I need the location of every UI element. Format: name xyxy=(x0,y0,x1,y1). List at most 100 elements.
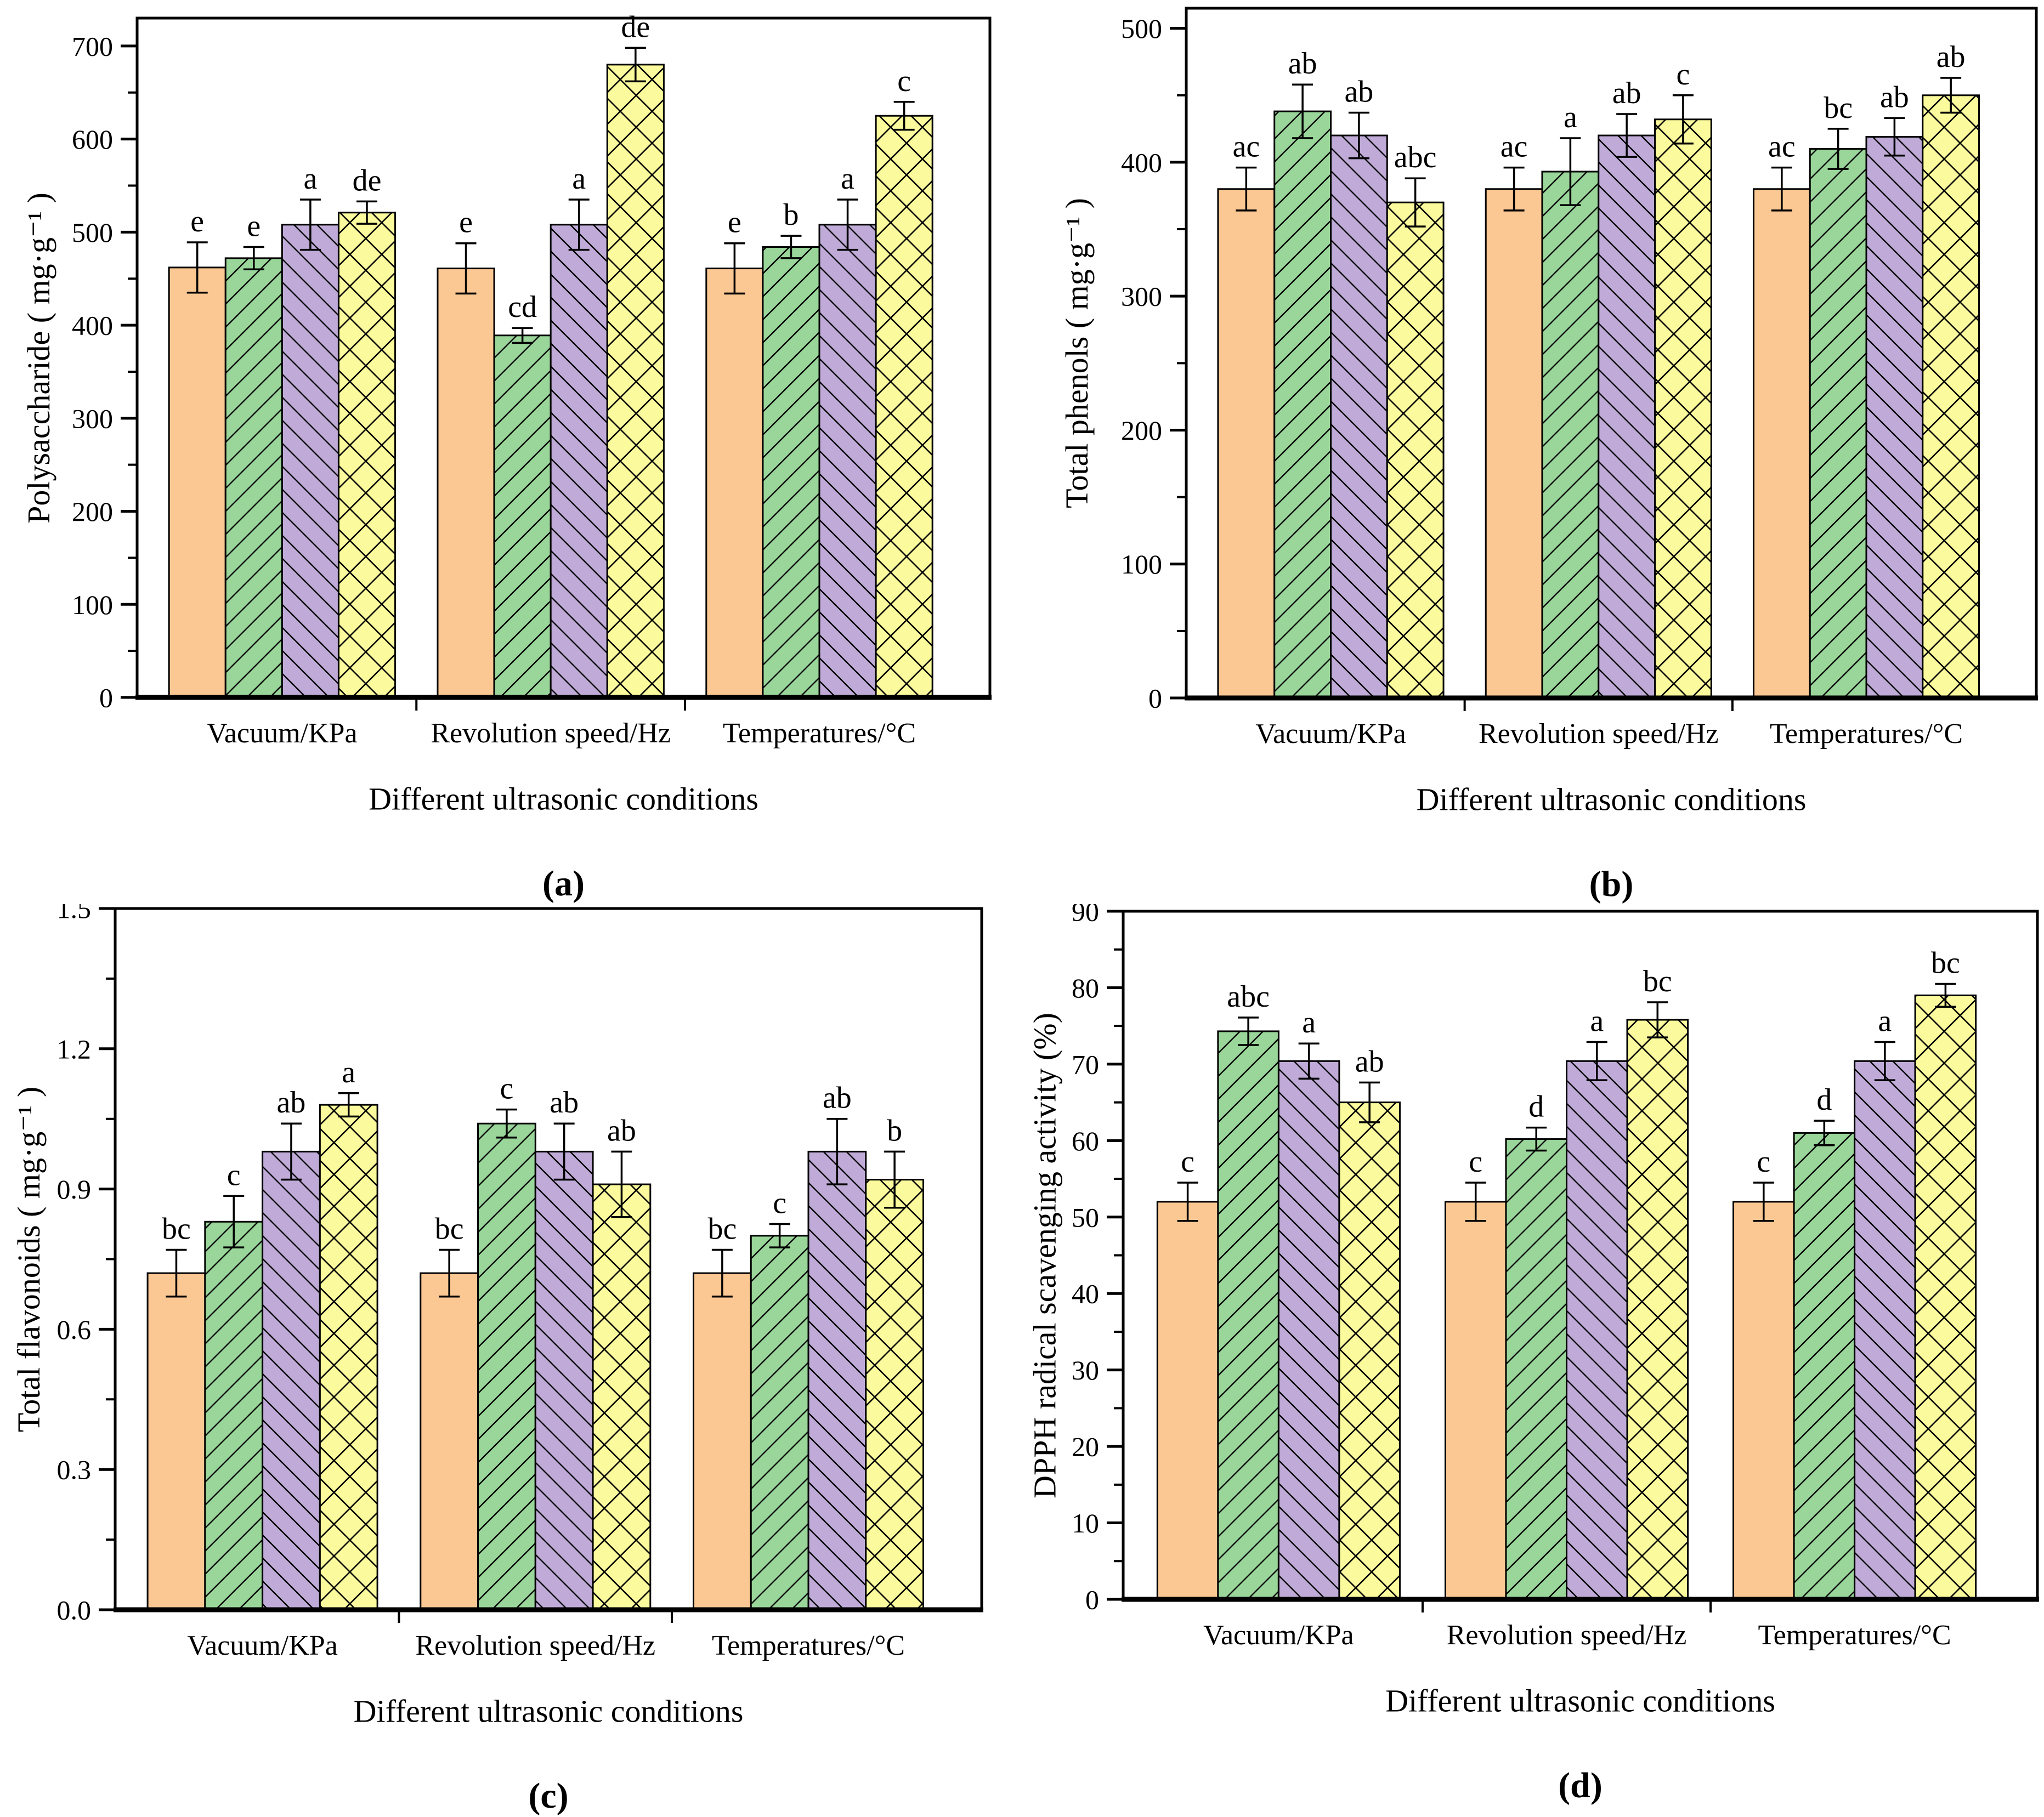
y-tick-label: 1.2 xyxy=(57,1034,92,1064)
significance-letter: bc xyxy=(1824,91,1853,125)
bar-hatch xyxy=(1566,1061,1628,1599)
bar-hatch xyxy=(225,258,282,697)
significance-letter: c xyxy=(1757,1145,1770,1179)
y-tick-label: 70 xyxy=(1072,1049,1099,1080)
bar-hatch xyxy=(494,335,551,697)
significance-letter: de xyxy=(621,10,650,44)
significance-letter: e xyxy=(728,206,741,240)
significance-letter: b xyxy=(887,1114,902,1148)
significance-letter: ac xyxy=(1501,130,1528,164)
bar-hatch xyxy=(1627,1020,1688,1599)
y-tick-label: 1.5 xyxy=(57,904,92,924)
significance-letter: ab xyxy=(1344,75,1373,109)
bar-hatch xyxy=(338,212,395,697)
y-tick-label: 100 xyxy=(1121,549,1162,580)
significance-letter: bc xyxy=(1931,946,1960,980)
significance-letter: ab xyxy=(1355,1044,1384,1078)
panel-d: c c c abc d d a a a ab bc bc 0 10 20 30 40 50 60 70 80 90 Vacu… xyxy=(1022,904,2044,1808)
x-category-label: Temperatures/°C xyxy=(723,718,916,749)
significance-letter: c xyxy=(1181,1145,1194,1179)
bar-hatch xyxy=(865,1179,924,1610)
y-tick-label: 400 xyxy=(1121,147,1162,178)
bar xyxy=(1157,1201,1218,1599)
significance-letter: a xyxy=(303,162,317,196)
bar-hatch xyxy=(1387,202,1444,698)
significance-letter: bc xyxy=(435,1212,464,1246)
y-tick-label: 20 xyxy=(1072,1432,1099,1462)
y-tick-label: 50 xyxy=(1072,1202,1099,1233)
panel-b: ac ac ac ab a bc ab ab ab abc c ab 0 100 200 300 400 500 V… xyxy=(1022,0,2044,904)
significance-letter: a xyxy=(1878,1004,1892,1038)
panel-d-y-axis-label: DPPH radical scavenging activity (%) xyxy=(1027,1012,1063,1498)
bar xyxy=(169,267,226,698)
bar-hatch xyxy=(1598,135,1655,699)
y-tick-label: 100 xyxy=(72,589,113,620)
significance-letter: a xyxy=(1590,1004,1604,1038)
y-tick-label: 500 xyxy=(72,217,113,248)
significance-letter: ab xyxy=(607,1114,636,1148)
significance-letter: bc xyxy=(1643,964,1672,998)
significance-letter: c xyxy=(500,1072,513,1106)
bar-hatch xyxy=(1505,1139,1567,1599)
bar-hatch xyxy=(262,1151,320,1610)
bar-hatch xyxy=(1922,95,1979,698)
significance-letter: ab xyxy=(823,1081,852,1115)
y-tick-label: 60 xyxy=(1072,1126,1099,1156)
x-category-label: Vacuum/KPa xyxy=(187,1630,337,1661)
bar-hatch xyxy=(205,1222,263,1610)
significance-letter: ab xyxy=(1937,40,1966,74)
significance-letter: c xyxy=(897,64,911,98)
bar-hatch xyxy=(1278,1061,1339,1599)
significance-letter: cd xyxy=(508,290,537,324)
panel-a-caption: (a) xyxy=(542,864,585,904)
bar-hatch xyxy=(607,64,664,697)
significance-letter: de xyxy=(353,163,382,197)
bar xyxy=(437,268,495,698)
significance-letter: ab xyxy=(1612,76,1641,110)
significance-letter: a xyxy=(342,1055,355,1089)
bar-hatch xyxy=(751,1235,808,1610)
significance-letter: d xyxy=(1528,1090,1544,1124)
significance-letter: abc xyxy=(1227,980,1270,1014)
bar-hatch xyxy=(1794,1133,1855,1599)
y-tick-label: 300 xyxy=(72,403,113,434)
bar-hatch xyxy=(535,1151,593,1610)
panel-c-x-axis-label: Different ultrasonic conditions xyxy=(353,1693,744,1729)
significance-letter: a xyxy=(841,162,854,196)
significance-letter: c xyxy=(1676,58,1690,92)
panel-a-y-axis-label: Polysaccharide ( mg·g⁻¹ ) xyxy=(21,192,56,524)
bar-hatch xyxy=(1915,995,1976,1599)
y-tick-label: 0.0 xyxy=(57,1595,92,1626)
bar xyxy=(148,1273,205,1610)
significance-letter: ab xyxy=(1880,80,1909,114)
x-category-label: Revolution speed/Hz xyxy=(1447,1620,1687,1651)
bar xyxy=(693,1273,751,1610)
significance-letter: ac xyxy=(1232,130,1260,164)
y-tick-label: 400 xyxy=(72,310,113,341)
panel-b-y-axis-label: Total phenols ( mg·g⁻¹ ) xyxy=(1059,198,1095,508)
bar-hatch xyxy=(1339,1102,1400,1599)
x-category-label: Temperatures/°C xyxy=(1758,1620,1951,1651)
y-tick-label: 0.9 xyxy=(57,1174,92,1205)
bar xyxy=(706,268,763,698)
panel-b-caption: (b) xyxy=(1589,864,1634,904)
bar xyxy=(1445,1201,1506,1599)
x-category-label: Vacuum/KPa xyxy=(1203,1620,1354,1651)
y-tick-label: 30 xyxy=(1072,1355,1099,1386)
significance-letter: a xyxy=(1564,100,1577,134)
panel-d-caption: (d) xyxy=(1558,1765,1603,1805)
panel-a-plot: e e e e cd b a a a de de c 0 100 200 300 400 500 600 700 Vac… xyxy=(72,10,992,749)
x-category-label: Temperatures/°C xyxy=(712,1630,905,1661)
significance-letter: d xyxy=(1816,1083,1832,1117)
x-category-label: Vacuum/KPa xyxy=(1255,718,1406,749)
panel-c-y-axis-label: Total flavonoids ( mg·g⁻¹ ) xyxy=(11,1086,47,1432)
x-category-label: Revolution speed/Hz xyxy=(416,1630,656,1661)
y-tick-label: 0 xyxy=(1085,1585,1099,1615)
y-tick-label: 10 xyxy=(1072,1508,1099,1538)
bar-hatch xyxy=(1810,149,1866,698)
bar xyxy=(1733,1201,1794,1599)
y-tick-label: 300 xyxy=(1121,281,1162,312)
bar-hatch xyxy=(1274,111,1331,698)
bar xyxy=(1218,189,1275,699)
